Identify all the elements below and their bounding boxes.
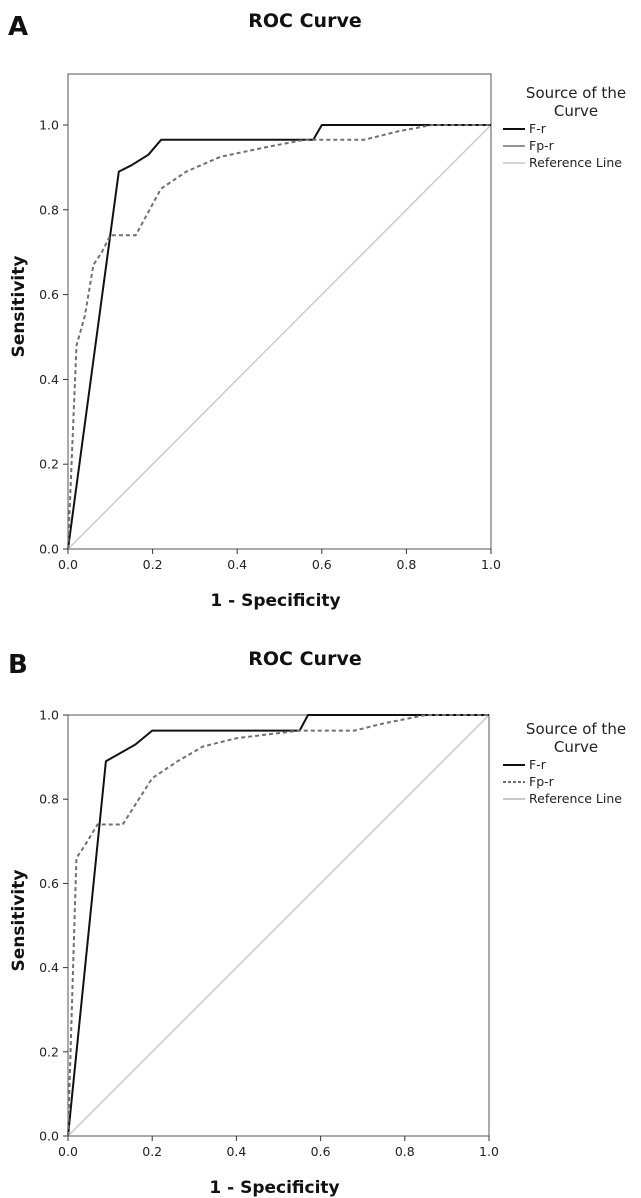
legend-swatch-fp-r	[503, 777, 525, 787]
series-line-reference-line-b	[67, 714, 490, 1137]
legend-label-reference-line: Reference Line	[529, 155, 622, 170]
x-tick-label-b: 0.8	[395, 1144, 415, 1159]
plot-frame-b	[67, 714, 490, 1137]
y-tick-label-b: 0.0	[39, 1129, 59, 1144]
legend-swatch-reference	[503, 794, 525, 804]
legend-swatch-f-r	[503, 124, 525, 134]
legend-swatch-f-r	[503, 760, 525, 770]
series-line-f-r-b	[67, 714, 489, 1137]
series-line-f-r-a	[67, 124, 491, 550]
x-tick-label-b: 0.2	[142, 1144, 162, 1159]
legend-title-b: Source of the Curve	[525, 720, 627, 756]
legend-swatch-fp-r	[503, 141, 525, 151]
series-line-fp-r-a	[67, 124, 491, 550]
chart-title-a: ROC Curve	[248, 10, 362, 32]
y-tick-label-a: 0.4	[39, 372, 59, 387]
series-line-fp-r-b	[67, 714, 489, 1137]
y-tick-label-b: 0.2	[39, 1044, 59, 1059]
plot-frame-a	[67, 73, 492, 550]
y-tick-label-a: 0.8	[39, 202, 59, 217]
series-line-reference-line-a	[67, 124, 492, 550]
x-tick-label-a: 0.0	[58, 557, 78, 572]
y-tick-label-b: 1.0	[39, 708, 59, 723]
legend-item-f-r: F-r	[503, 756, 641, 773]
y-axis-title-a: Sensitivity	[9, 256, 29, 358]
legend-label-fp-r: Fp-r	[529, 774, 554, 789]
y-tick-label-b: 0.4	[39, 960, 59, 975]
x-tick-label-a: 1.0	[481, 557, 501, 572]
y-tick-label-a: 0.6	[39, 287, 59, 302]
x-tick-label-b: 1.0	[479, 1144, 499, 1159]
x-tick-label-a: 0.8	[396, 557, 416, 572]
x-tick-label-b: 0.6	[311, 1144, 331, 1159]
roc-panel-a: A ROC Curve 0.0 0.2 0.4 0.6 0.8 1.0 0.0 0.2 0.4 0…	[8, 10, 641, 611]
panel-letter-a: A	[8, 12, 29, 42]
legend-label-f-r: F-r	[529, 757, 546, 772]
x-tick-label-b: 0.4	[226, 1144, 246, 1159]
legend-item-fp-r: Fp-r	[503, 773, 641, 790]
panel-letter-b: B	[8, 650, 28, 680]
legend-a: Source of the Curve F-r Fp-r Reference L…	[503, 84, 641, 171]
legend-swatch-reference	[503, 158, 525, 168]
legend-label-f-r: F-r	[529, 121, 546, 136]
x-axis-title-a: 1 - Specificity	[210, 591, 340, 611]
x-tick-label-a: 0.2	[143, 557, 163, 572]
chart-title-b: ROC Curve	[248, 648, 362, 670]
legend-label-fp-r: Fp-r	[529, 138, 554, 153]
legend-title-a: Source of the Curve	[525, 84, 627, 120]
y-tick-label-a: 1.0	[39, 118, 59, 133]
y-axis-title-b: Sensitivity	[9, 870, 29, 972]
legend-item-f-r: F-r	[503, 120, 641, 137]
x-tick-label-b: 0.0	[58, 1144, 78, 1159]
legend-item-fp-r: Fp-r	[503, 137, 641, 154]
x-tick-label-a: 0.4	[227, 557, 247, 572]
x-axis-title-b: 1 - Specificity	[209, 1178, 339, 1198]
roc-chart-b: 0.0 0.2 0.4 0.6 0.8 1.0 0.0 0.2 0.4 0.6 0.8 1.0 1 - …	[9, 708, 499, 1198]
legend-label-reference-line: Reference Line	[529, 791, 622, 806]
y-tick-label-a: 0.2	[39, 457, 59, 472]
y-tick-label-b: 0.6	[39, 876, 59, 891]
x-tick-label-a: 0.6	[312, 557, 332, 572]
roc-chart-a: 0.0 0.2 0.4 0.6 0.8 1.0 0.0 0.2 0.4 0.6 0.8 1.0 1 - …	[9, 73, 501, 611]
y-tick-label-a: 0.0	[39, 542, 59, 557]
roc-panel-b: B ROC Curve 0.0 0.2 0.4 0.6 0.8 1.0 0.0 0.2 0.4 0…	[0, 600, 641, 1198]
legend-item-reference-line: Reference Line	[503, 154, 641, 171]
y-tick-label-b: 0.8	[39, 792, 59, 807]
legend-b: Source of the Curve F-r Fp-r Reference L…	[503, 720, 641, 807]
legend-item-reference-line: Reference Line	[503, 790, 641, 807]
